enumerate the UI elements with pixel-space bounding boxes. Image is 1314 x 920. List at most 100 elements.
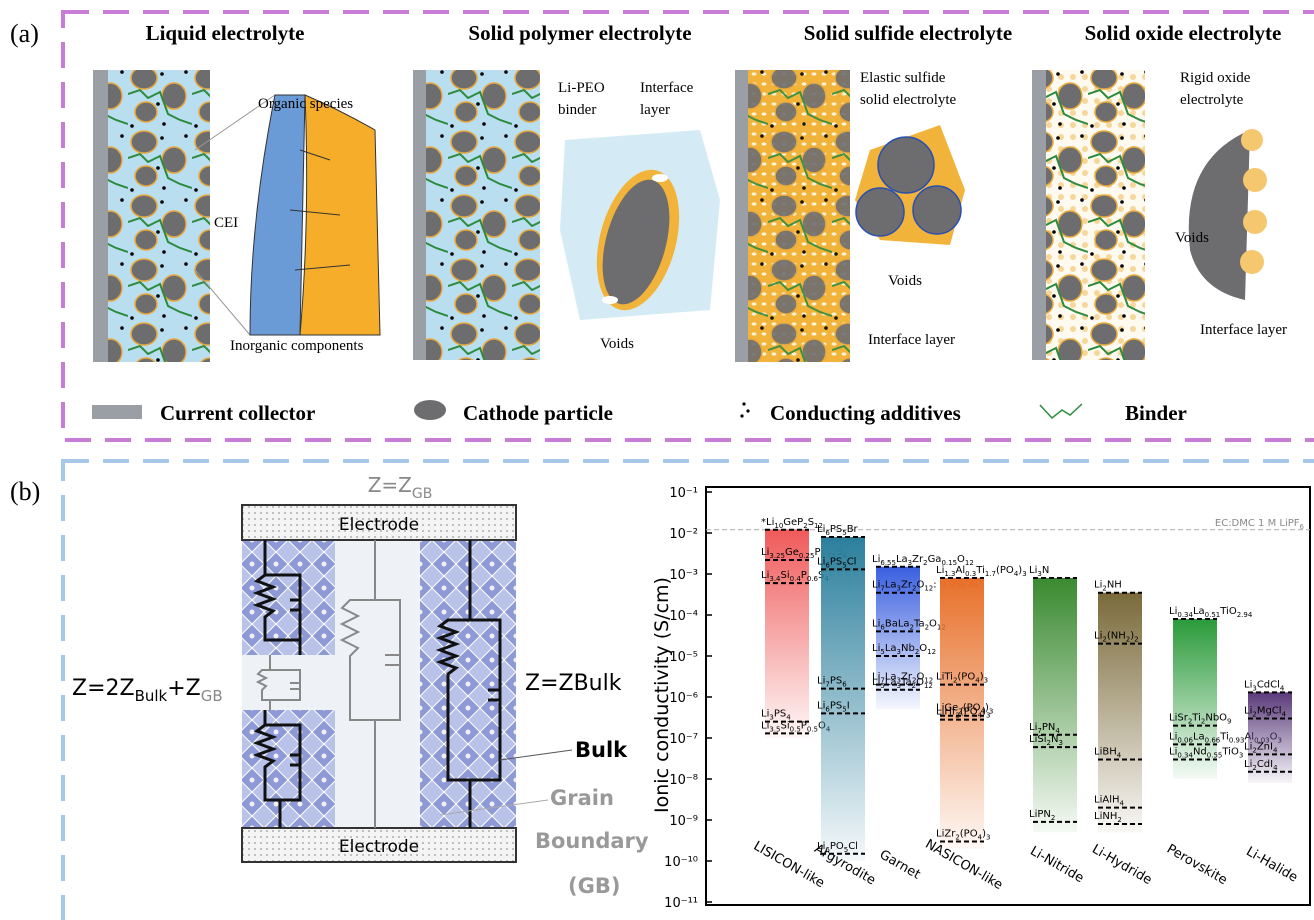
category-label: Li-Halide — [1243, 844, 1300, 885]
formula-part: 3.25 — [769, 552, 785, 560]
annotation: CEI — [214, 215, 238, 231]
formula-part: Li — [761, 547, 769, 558]
y-tick-label: 10⁻⁷ — [669, 732, 698, 747]
formula-part: 0.5 — [807, 725, 818, 733]
formula-part: ZnI — [1257, 741, 1273, 752]
annotation: Interface — [640, 80, 694, 96]
category-label: Li-Nitride — [1027, 844, 1086, 887]
formula-part: Li — [817, 676, 825, 687]
formula-part: 3 — [984, 677, 988, 685]
formula-part: La — [885, 677, 897, 688]
formula-part: PS — [830, 676, 842, 687]
formula-part: Li — [817, 556, 825, 567]
formula-part: Li — [1244, 679, 1252, 690]
annotation: Voids — [600, 336, 634, 352]
formula-part: 10 — [774, 522, 783, 530]
formula-part: TiO — [1221, 746, 1239, 757]
formula-part: 4 — [1117, 751, 1122, 759]
formula-part: Li — [1169, 746, 1177, 757]
formula-part: Li — [1094, 580, 1102, 591]
formula-part: Li — [872, 618, 880, 629]
formula-part: Li — [1244, 741, 1252, 752]
formula-part: Cl — [848, 841, 858, 852]
formula-part: CdI — [1257, 759, 1273, 770]
formula-part: Ge — [785, 547, 799, 558]
material-label: Li2NH — [1094, 580, 1122, 593]
formula-part: LiBH — [1094, 746, 1117, 757]
panel-title: Solid oxide electrolyte — [1085, 21, 1282, 45]
formula-part: Li — [1029, 722, 1037, 733]
formula-part: N — [1042, 565, 1049, 576]
material-label: Li0.34La0.51TiO2.94 — [1169, 606, 1253, 619]
formula-part: *Li — [761, 517, 774, 528]
circuit — [242, 505, 516, 862]
material-label: Li6PS5Br — [817, 524, 859, 537]
annotation: Interface layer — [868, 332, 955, 348]
formula-part: O — [916, 677, 924, 688]
formula-part: 6 — [1300, 523, 1305, 531]
range-bar — [821, 537, 865, 861]
formula-part: NH — [1107, 580, 1122, 591]
legend-label: Cathode particle — [463, 401, 613, 425]
formula-part: (PO — [960, 828, 978, 839]
formula-part: 2 — [1134, 636, 1138, 644]
y-tick-label: 10⁻⁹ — [669, 814, 698, 829]
formula-part: LiSr — [1169, 713, 1189, 724]
electrode-label: Electrode — [339, 515, 419, 535]
formula: Z=ZBulk — [525, 671, 622, 696]
y-tick-label: 10⁻¹¹ — [664, 896, 698, 911]
y-tick-label: 10⁻⁸ — [669, 773, 698, 788]
formula-part: GeP — [783, 517, 803, 528]
formula-part: Li — [761, 709, 769, 720]
formula-part: PS — [774, 709, 786, 720]
formula-part: 1.3 — [944, 570, 955, 578]
formula-part: La — [1193, 606, 1205, 617]
circuit-label: Boundary — [535, 829, 649, 853]
formula-part: LiAlH — [1094, 795, 1120, 806]
formula-part: Li — [1094, 631, 1102, 642]
y-tick-label: 10⁻¹ — [669, 486, 698, 501]
formula-part: 0.3 — [965, 570, 976, 578]
formula-part: 4 — [1282, 710, 1287, 718]
formula-part: Br — [847, 524, 859, 535]
conductivity-chart: Ionic conductivity (S/cm) 10⁻¹10⁻²10⁻³10… — [651, 486, 1310, 911]
legend-label: Binder — [1125, 401, 1187, 425]
formula-part: PS — [830, 556, 842, 567]
formula-part: La — [1193, 731, 1205, 742]
formula-part: 3.4 — [769, 575, 781, 583]
formula-part: 6 — [842, 681, 847, 689]
formula-part: 9 — [1227, 718, 1231, 726]
formula-part: 0.06 — [1177, 736, 1193, 744]
formula-part: 12 — [924, 585, 933, 593]
material-label: Li3CdCl4 — [1244, 679, 1285, 692]
formula-part: TiO — [1219, 606, 1237, 617]
formula-part: Li — [1244, 705, 1252, 716]
formula-part: Li — [761, 720, 769, 731]
formula-part: La — [885, 643, 897, 654]
annotation: Inorganic components — [230, 338, 364, 354]
formula-part: Al — [956, 565, 966, 576]
formula-part: Nd — [1193, 746, 1207, 757]
formula-part: 0.34 — [1177, 751, 1193, 759]
formula-subscript: GB — [201, 687, 223, 705]
range-bar — [1033, 578, 1077, 832]
formula-part: LiNH — [1094, 811, 1117, 822]
formula-part: 0.93 — [1229, 736, 1245, 744]
formula-part: 4 — [1273, 746, 1278, 754]
formula-part: 3 — [986, 712, 990, 720]
panel-title: Liquid electrolyte — [146, 21, 305, 45]
formula-part: Ta — [900, 677, 912, 688]
formula-part: La — [896, 554, 908, 565]
formula-part: 0.51 — [1205, 611, 1221, 619]
formula-part: 3 — [1022, 570, 1026, 578]
formula-part: Ti — [975, 565, 985, 576]
formula-part: 4 — [1280, 684, 1285, 692]
formula-part: Li — [1169, 731, 1177, 742]
formula-part: 4 — [1273, 764, 1278, 772]
formula-part: Cl — [847, 556, 857, 567]
material-label: Li1.3Al0.3Ti1.7(PO4)3 — [936, 565, 1027, 578]
formula-part: Z=Z — [368, 473, 412, 497]
formula-part: Ti — [1219, 731, 1229, 742]
formula-part: LiSi — [1029, 734, 1046, 745]
legend-label: Current collector — [160, 401, 315, 425]
